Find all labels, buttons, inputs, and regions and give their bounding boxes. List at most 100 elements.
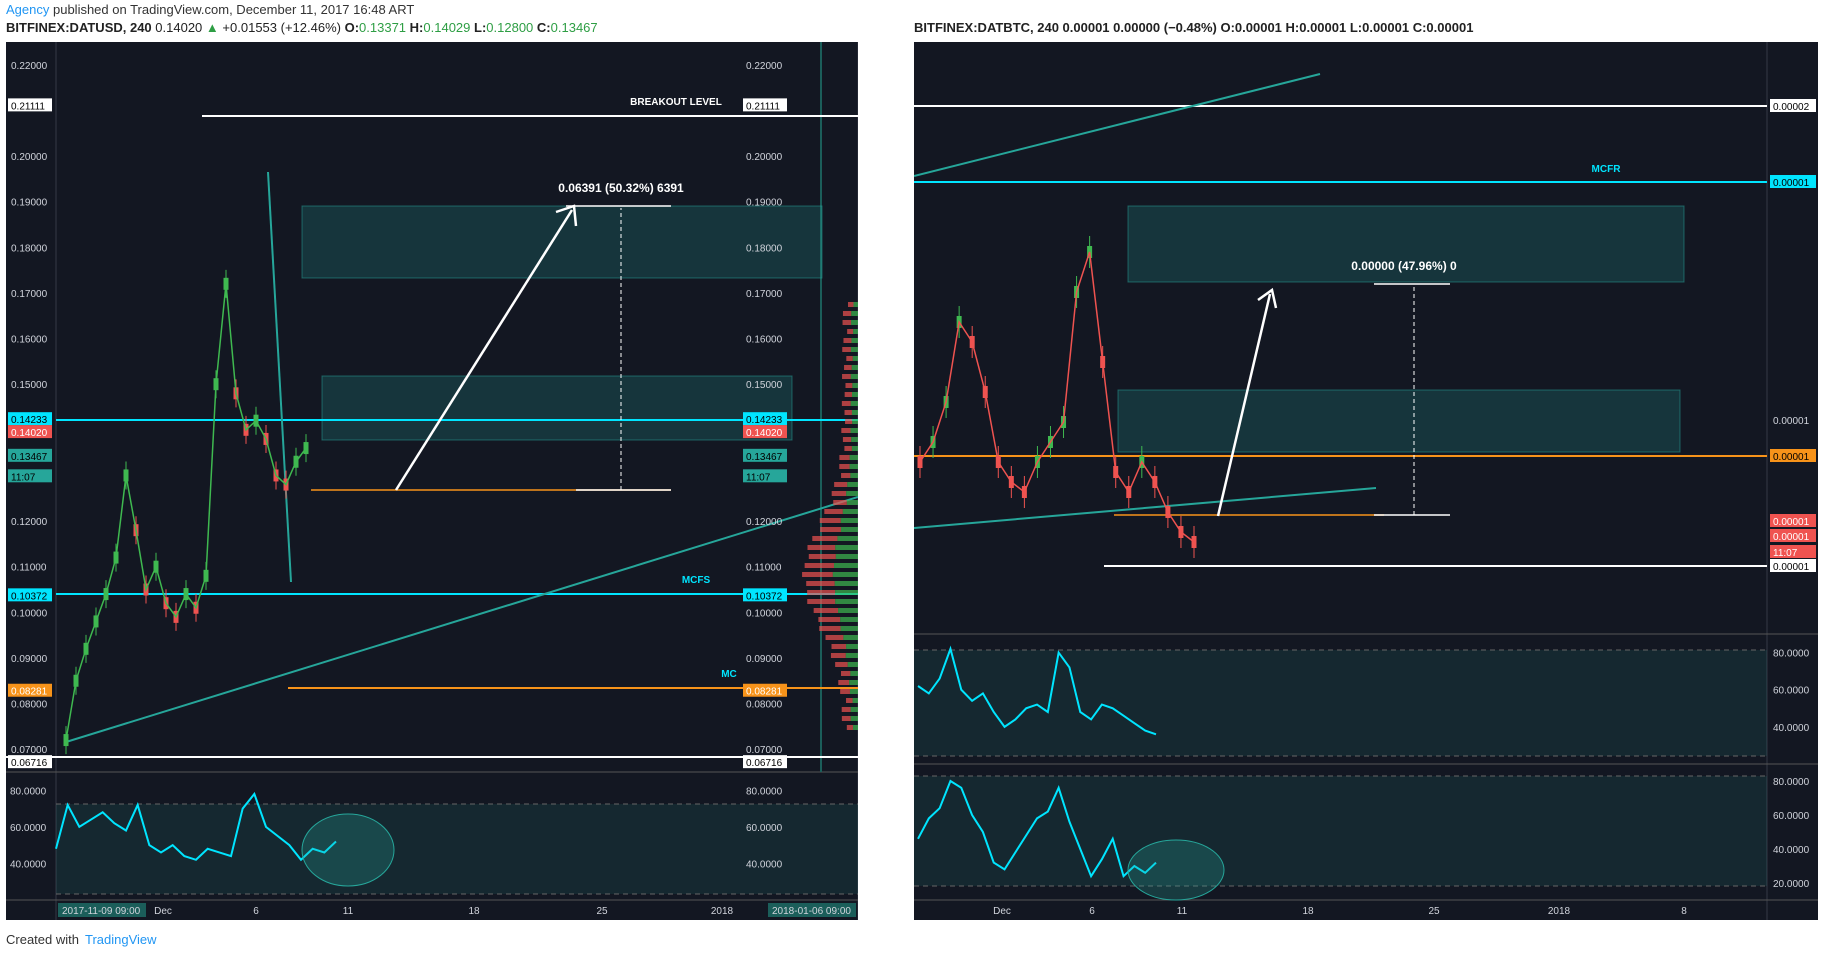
volume-profile-bar bbox=[834, 581, 858, 586]
volume-profile-bar bbox=[850, 347, 858, 352]
price-tick-label: 0.07000 bbox=[11, 745, 48, 756]
volume-profile-bar bbox=[840, 617, 858, 622]
volume-profile-bar bbox=[819, 518, 841, 523]
price-tick-label: 11:07 bbox=[1773, 548, 1798, 559]
target-zone bbox=[301, 205, 823, 279]
price-label-box bbox=[1770, 559, 1816, 572]
volume-profile-bar bbox=[835, 590, 858, 595]
left-chart-svg[interactable]: BREAKOUT LEVEL MCFS MC 0.06391 (50.32%) … bbox=[6, 42, 859, 920]
price-tick-label: 0.08281 bbox=[746, 687, 783, 698]
price-tick-label: 0.11000 bbox=[746, 563, 782, 574]
footer: Created with TradingView bbox=[6, 932, 157, 947]
rsi-tick-label: 40.0000 bbox=[10, 859, 47, 870]
price-tick-label: 0.17000 bbox=[746, 289, 783, 300]
left-close: 0.13467 bbox=[550, 20, 598, 35]
price-label-box bbox=[743, 448, 787, 462]
volume-profile-bar bbox=[850, 707, 858, 712]
volume-profile-bar bbox=[849, 680, 858, 685]
time-tick-label: 6 bbox=[253, 906, 259, 917]
time-tick-label: 18 bbox=[468, 906, 480, 917]
volume-profile-bar bbox=[804, 563, 834, 568]
time-tick-label: Dec bbox=[993, 906, 1011, 917]
volume-profile-bar bbox=[833, 500, 847, 505]
volume-profile-bar bbox=[844, 446, 852, 451]
volume-profile-bar bbox=[841, 401, 851, 406]
publish-info: published on TradingView.com, December 1… bbox=[49, 2, 415, 17]
volume-profile-bar bbox=[850, 473, 858, 478]
price-label-box bbox=[1770, 545, 1816, 558]
volume-profile-bar bbox=[842, 509, 858, 514]
volume-profile-bar bbox=[850, 401, 858, 406]
right-chart-svg[interactable]: MCFR 0.00000 (47.96%) 0 0.000020.000010.… bbox=[913, 42, 1818, 920]
volume-profile-bar bbox=[847, 662, 858, 667]
volume-profile-bar bbox=[838, 608, 858, 613]
volume-profile-bar bbox=[851, 338, 858, 343]
rsi-tick-label: 60.0000 bbox=[10, 823, 47, 834]
price-label-box bbox=[1770, 514, 1816, 527]
price-tick-label: 0.14233 bbox=[11, 415, 48, 426]
price-tick-label: 0.00001 bbox=[1773, 416, 1810, 427]
created-with-label: Created with bbox=[6, 932, 79, 947]
price-axis: 0.00002 0.00001 0.00001 0.00001 0.00001 0.000… bbox=[1770, 99, 1816, 573]
volume-profile-bar bbox=[802, 572, 833, 577]
volume-profile-bar bbox=[852, 356, 858, 361]
volume-profile-bar bbox=[852, 725, 858, 730]
volume-profile-bar bbox=[835, 662, 848, 667]
time-tick-label: 6 bbox=[1089, 906, 1095, 917]
rsi2-band bbox=[914, 776, 1767, 886]
price-tick-label: 0.18000 bbox=[746, 243, 783, 254]
mcfs-label: MCFS bbox=[682, 575, 711, 586]
volume-profile-bar bbox=[820, 527, 841, 532]
price-tick-label: 0.10000 bbox=[11, 608, 48, 619]
left-last: 0.14020 bbox=[155, 20, 203, 35]
price-label-box bbox=[1770, 529, 1816, 542]
rsi2-line bbox=[917, 779, 1157, 879]
left-chart-panel[interactable]: BREAKOUT LEVEL MCFS MC 0.06391 (50.32%) … bbox=[6, 42, 859, 920]
entry-zone bbox=[1117, 389, 1681, 453]
left-change: +0.01553 (+12.46%) bbox=[222, 20, 341, 35]
rsi-line bbox=[55, 791, 337, 862]
rsi-tick-label: 80.0000 bbox=[746, 786, 783, 797]
volume-profile-bar bbox=[835, 554, 858, 559]
price-label-box bbox=[1770, 175, 1816, 188]
volume-profile-bar bbox=[819, 626, 841, 631]
volume-profile-bar bbox=[807, 590, 836, 595]
price-tick-label: 0.22000 bbox=[746, 61, 783, 72]
up-arrow-icon: ▲ bbox=[205, 20, 219, 35]
volume-profile-bar bbox=[837, 536, 858, 541]
price-label-box bbox=[8, 683, 52, 697]
rsi-axis: 80.0000 80.0000 60.0000 60.0000 40.0000 40.00… bbox=[10, 786, 783, 870]
left-low: 0.12800 bbox=[486, 20, 534, 35]
volume-profile-bar bbox=[841, 716, 851, 721]
tradingview-link[interactable]: TradingView bbox=[84, 932, 157, 947]
volume-profile-bar bbox=[808, 554, 836, 559]
volume-profile-bar bbox=[839, 455, 850, 460]
time-tick-label: 25 bbox=[1428, 906, 1440, 917]
volume-profile-bar bbox=[840, 626, 858, 631]
price-tick-label: 0.08000 bbox=[746, 700, 783, 711]
volume-profile-bar bbox=[825, 635, 844, 640]
price-label-box bbox=[743, 588, 787, 602]
volume-profile-bar bbox=[850, 716, 858, 721]
author-link[interactable]: Agency bbox=[6, 2, 50, 17]
price-tick-label: 0.16000 bbox=[11, 335, 48, 346]
price-tick-label: 0.14020 bbox=[746, 428, 783, 439]
lower-channel-line bbox=[913, 487, 1377, 529]
rsi-axes: 80.0000 60.0000 40.0000 80.0000 60.0000 40.00… bbox=[1773, 649, 1810, 890]
price-tick-label: 0.00001 bbox=[1773, 178, 1810, 189]
rsi-tick-label: 80.0000 bbox=[10, 786, 47, 797]
volume-profile-bar bbox=[806, 581, 835, 586]
price-tick-label: 0.16000 bbox=[746, 335, 783, 346]
price-tick-label: 0.19000 bbox=[746, 198, 783, 209]
volume-profile-bar bbox=[847, 482, 858, 487]
volume-profile-bar bbox=[832, 572, 858, 577]
time-range-box bbox=[768, 903, 856, 917]
publish-header: Agency published on TradingView.com, Dec… bbox=[6, 2, 414, 17]
right-chart-panel[interactable]: MCFR 0.00000 (47.96%) 0 0.00002 0.00001 0.… bbox=[913, 42, 1818, 920]
volume-profile-bar bbox=[807, 545, 836, 550]
right-price-axis: 0.22000 0.21111 0.20000 0.19000 0.18000 0.170… bbox=[743, 61, 787, 769]
price-series-line bbox=[919, 251, 1195, 543]
price-tick-label: 0.08000 bbox=[11, 700, 48, 711]
price-label-box bbox=[8, 412, 52, 426]
time-tick-label: 2017-11-09 09:00 bbox=[62, 906, 141, 917]
